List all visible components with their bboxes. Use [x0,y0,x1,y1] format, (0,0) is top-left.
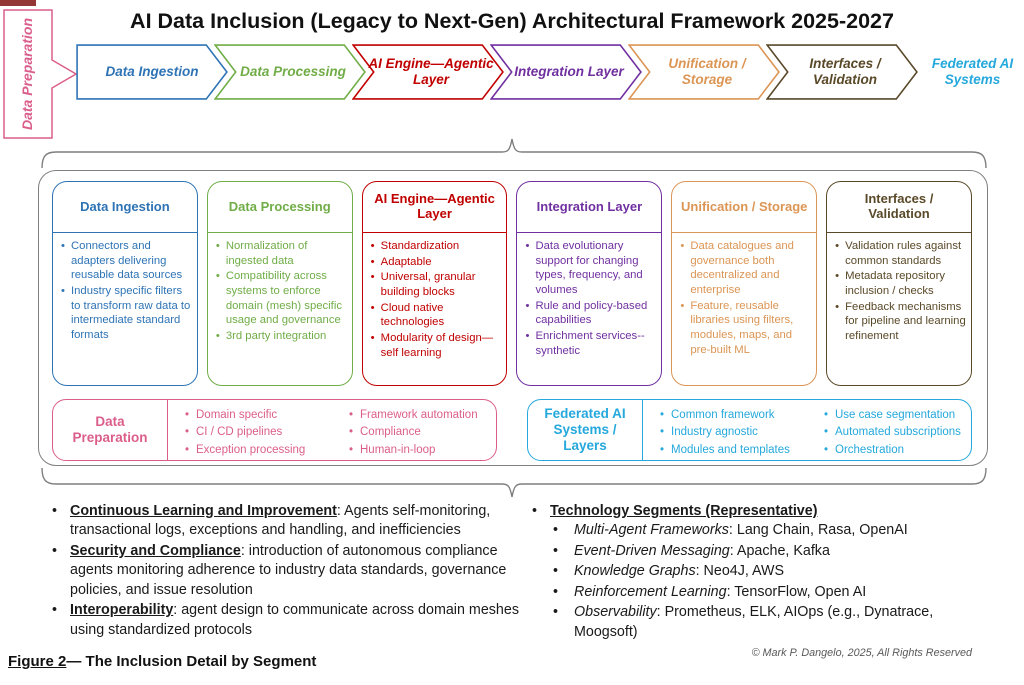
detail-container [38,170,988,466]
chevron-shape-icon [766,44,918,100]
flow-step-label: Interfaces / Validation [809,56,881,87]
segment-bullet: Feature, reusable libraries using filter… [679,299,813,358]
tech-item: Knowledge Graphs: Neo4J, AWS [528,562,991,582]
copyright-notice: © Mark P. Dangelo, 2025, All Rights Rese… [751,647,972,659]
flow-step-data-processing: Data Processing [214,44,366,100]
diagram-title: AI Data Inclusion (Legacy to Next-Gen) A… [130,9,894,33]
flow-step-label: Integration Layer [514,64,624,80]
segment-title: Data Processing [207,182,352,233]
flow-step-label: Data Ingestion [105,64,199,80]
chevron-shape-icon [490,44,642,100]
flow-step-label: Data Processing [240,64,346,80]
strip-data-preparation: Data Preparation Domain specificCI / CD … [52,399,497,461]
chevron-shape-icon [352,44,504,100]
top-left-artifact [0,0,36,6]
strip-bullet: CI / CD pipelines [184,424,330,442]
segment-title: Interfaces / Validation [827,182,971,233]
segment-bullet: Standardization [370,239,504,254]
strip-bullet: Automated subscriptions [823,424,969,442]
strip-federated-ai-systems: Federated AI Systems / Layers Common fra… [527,399,972,461]
segment-bullet: Connectors and adapters delivering reusa… [60,239,194,283]
figure-number: Figure 2 [8,653,67,670]
note-item: Security and Compliance: introduction of… [46,542,520,600]
strip-bullet: Domain specific [184,407,330,425]
tech-item: Observability: Prometheus, ELK, AIOps (e… [528,603,991,642]
segment-bullet: Modularity of design—self learning [370,331,504,360]
segment-integration-layer: Integration Layer Data evolutionary supp… [516,181,663,386]
segment-title: Integration Layer [517,182,662,233]
segment-bullet: Data catalogues and governance both dece… [679,239,813,298]
brace-bottom [40,466,988,500]
flow-step-interfaces-validation: Interfaces / Validation [766,44,918,100]
segment-bullet: Metadata repository inclusion / checks [834,269,968,298]
segment-title: AI Engine—Agentic Layer [362,182,507,233]
notes-right: Technology Segments (Representative) Mul… [528,502,991,643]
segment-bullet: Normalization of ingested data [215,239,349,268]
strip-bullet: Framework automation [348,407,494,425]
segment-title: Unification / Storage [672,182,817,233]
segment-bullet: Compatibility across systems to enforce … [215,269,349,328]
strip-bullet: Use case segmentation [823,407,969,425]
segment-data-processing: Data Processing Normalization of ingeste… [206,181,353,386]
segment-bullet: Feedback mechanisms for pipeline and lea… [834,300,968,344]
figure-caption: Figure 2— The Inclusion Detail by Segmen… [8,653,316,670]
flow-step-data-ingestion: Data Ingestion [76,44,228,100]
segment-bullet: Adaptable [370,255,504,270]
segment-ai-engine: AI Engine—Agentic Layer StandardizationA… [361,181,508,386]
chevron-shape-icon [628,44,780,100]
strip-row: Data Preparation Domain specificCI / CD … [52,399,972,461]
figure-caption-text: — The Inclusion Detail by Segment [66,653,317,670]
banner-label: Data Preparation [19,17,36,131]
strip-bullet: Exception processing [184,442,330,460]
segment-cards: Data Ingestion Connectors and adapters d… [52,181,972,386]
segment-bullet: Rule and policy-based capabilities [524,299,658,328]
strip-title: Federated AI Systems / Layers [528,400,643,460]
tech-item: Event-Driven Messaging: Apache, Kafka [528,542,991,562]
segment-unification-storage: Unification / Storage Data catalogues an… [671,181,818,386]
strip-bullet: Common framework [659,407,805,425]
note-item: Continuous Learning and Improvement: Age… [46,502,520,541]
tech-item: Multi-Agent Frameworks: Lang Chain, Rasa… [528,521,991,541]
segment-title: Data Ingestion [53,182,197,233]
tech-item: Reinforcement Learning: TensorFlow, Open… [528,583,991,603]
flow-step-unification-storage: Unification / Storage [628,44,780,100]
segment-bullet: Data evolutionary support for changing t… [524,239,658,298]
flow-step-label: AI Engine—Agentic Layer [368,56,494,87]
flow-step-integration-layer: Integration Layer [490,44,642,100]
segment-interfaces-validation: Interfaces / Validation Validation rules… [826,181,972,386]
strip-bullet: Human-in-loop [348,442,494,460]
flow-step-ai-engine: AI Engine—Agentic Layer [352,44,504,100]
brace-top [40,136,988,170]
notes-left: Continuous Learning and Improvement: Age… [46,502,520,643]
strip-bullet: Orchestration [823,442,969,460]
note-item: Interoperability: agent design to commun… [46,601,520,640]
segment-bullet: Universal, granular building blocks [370,270,504,299]
segment-bullet: Cloud native technologies [370,301,504,330]
segment-bullet: Validation rules against common standard… [834,239,968,268]
segment-bullet: Enrichment services--synthetic [524,329,658,358]
segment-data-ingestion: Data Ingestion Connectors and adapters d… [52,181,198,386]
tech-segments-heading: Technology Segments (Representative) [528,502,991,522]
strip-title: Data Preparation [53,400,168,460]
process-flow: Data Ingestion Data Processing AI Engine… [76,44,1021,100]
banner-shape-icon [2,8,78,140]
segment-bullet: Industry specific filters to transform r… [60,284,194,343]
chevron-shape-icon [76,44,228,100]
flow-step-label: Unification / Storage [668,56,746,87]
strip-bullet: Compliance [348,424,494,442]
notes-section: Continuous Learning and Improvement: Age… [46,502,991,643]
strip-bullet: Industry agnostic [659,424,805,442]
strip-bullet: Modules and templates [659,442,805,460]
flow-end-federated-ai-systems: Federated AI Systems [931,55,1014,87]
chevron-shape-icon [214,44,366,100]
segment-bullet: 3rd party integration [215,329,349,344]
data-preparation-banner: Data Preparation [2,8,78,140]
